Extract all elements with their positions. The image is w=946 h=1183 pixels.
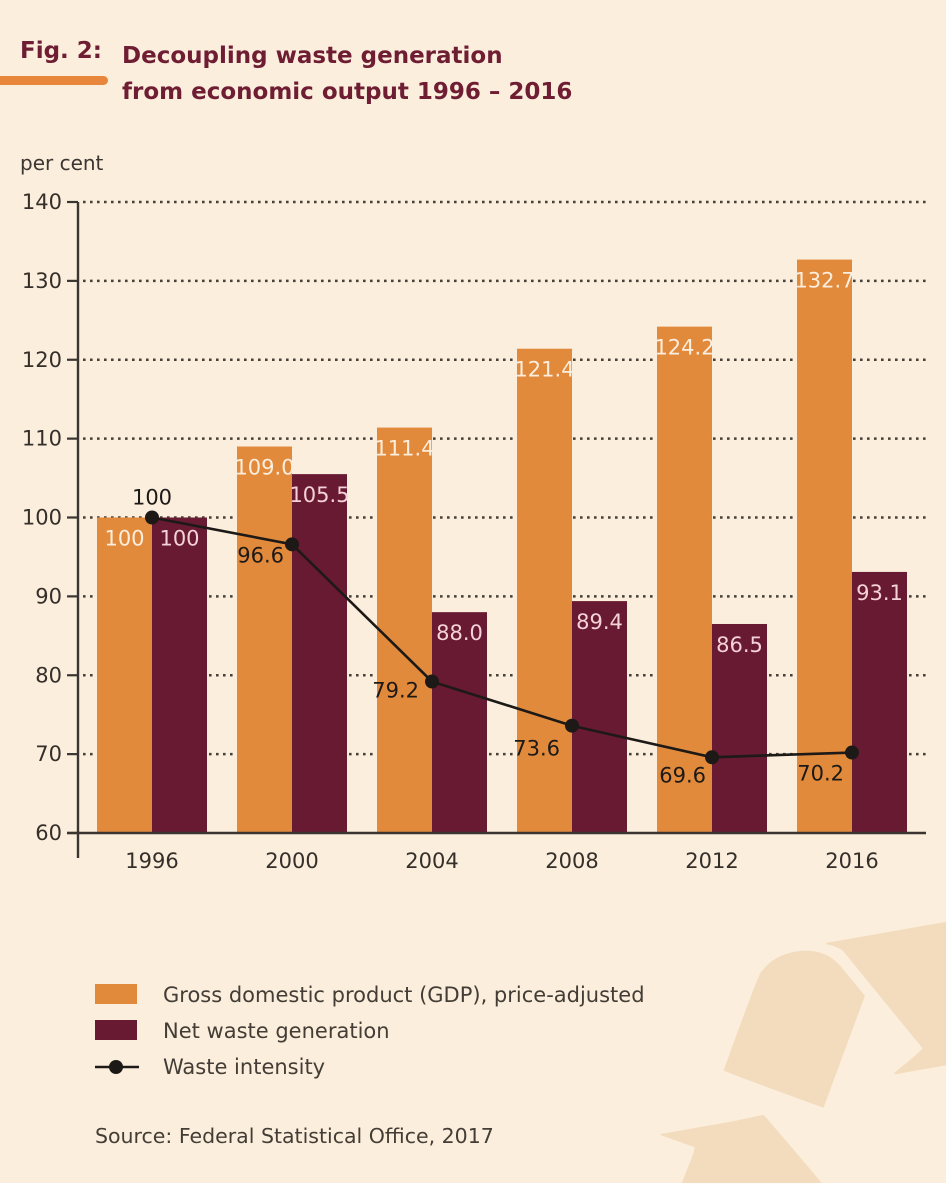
svg-text:100: 100 [159, 527, 199, 551]
svg-text:2016: 2016 [825, 849, 878, 873]
figure-title: Decoupling waste generation from economi… [122, 38, 822, 110]
svg-text:121.4: 121.4 [514, 358, 574, 382]
svg-text:1996: 1996 [125, 849, 178, 873]
source-note: Source: Federal Statistical Office, 2017 [95, 1124, 494, 1148]
svg-text:80: 80 [35, 663, 62, 687]
decoupling-chart: 100 109.0 111.4 121.4 124.2 132.7 100 105.5 88.0… [22, 190, 926, 873]
accent-underline-bar [0, 76, 108, 85]
svg-text:105.5: 105.5 [289, 483, 349, 507]
waste-legend-label: Net waste generation [163, 1019, 390, 1043]
svg-text:96.6: 96.6 [237, 543, 284, 567]
svg-text:100: 100 [104, 527, 144, 551]
svg-text:124.2: 124.2 [654, 336, 714, 360]
svg-text:88.0: 88.0 [436, 621, 483, 645]
svg-text:2004: 2004 [405, 849, 458, 873]
svg-text:86.5: 86.5 [716, 633, 763, 657]
figure-title-line1: Decoupling waste generation [122, 43, 503, 69]
svg-text:111.4: 111.4 [374, 437, 434, 461]
svg-text:100: 100 [22, 506, 62, 530]
svg-text:70.2: 70.2 [797, 762, 844, 786]
svg-text:79.2: 79.2 [372, 679, 419, 703]
svg-text:100: 100 [132, 486, 172, 510]
svg-text:93.1: 93.1 [856, 581, 903, 605]
figure-number-label: Fig. 2: [20, 38, 103, 64]
svg-text:73.6: 73.6 [513, 737, 560, 761]
svg-text:89.4: 89.4 [576, 610, 623, 634]
svg-text:132.7: 132.7 [794, 269, 854, 293]
figure-title-line2: from economic output 1996 – 2016 [122, 79, 573, 105]
y-axis-unit-label: per cent [20, 151, 104, 175]
svg-text:70: 70 [35, 742, 62, 766]
svg-text:140: 140 [22, 190, 62, 214]
intensity-legend-line-icon [95, 1060, 139, 1074]
svg-text:69.6: 69.6 [659, 763, 706, 787]
intensity-legend-label: Waste intensity [163, 1055, 326, 1079]
svg-text:2000: 2000 [265, 849, 318, 873]
svg-text:109.0: 109.0 [234, 456, 294, 480]
svg-text:90: 90 [35, 584, 62, 608]
svg-text:110: 110 [22, 427, 62, 451]
svg-text:2008: 2008 [545, 849, 598, 873]
svg-text:120: 120 [22, 348, 62, 372]
gdp-legend-label: Gross domestic product (GDP), price-adju… [163, 983, 645, 1007]
svg-text:130: 130 [22, 269, 62, 293]
svg-text:60: 60 [35, 821, 62, 845]
svg-text:2012: 2012 [685, 849, 738, 873]
waste-legend-swatch [95, 1020, 137, 1040]
gdp-legend-swatch [95, 984, 137, 1004]
